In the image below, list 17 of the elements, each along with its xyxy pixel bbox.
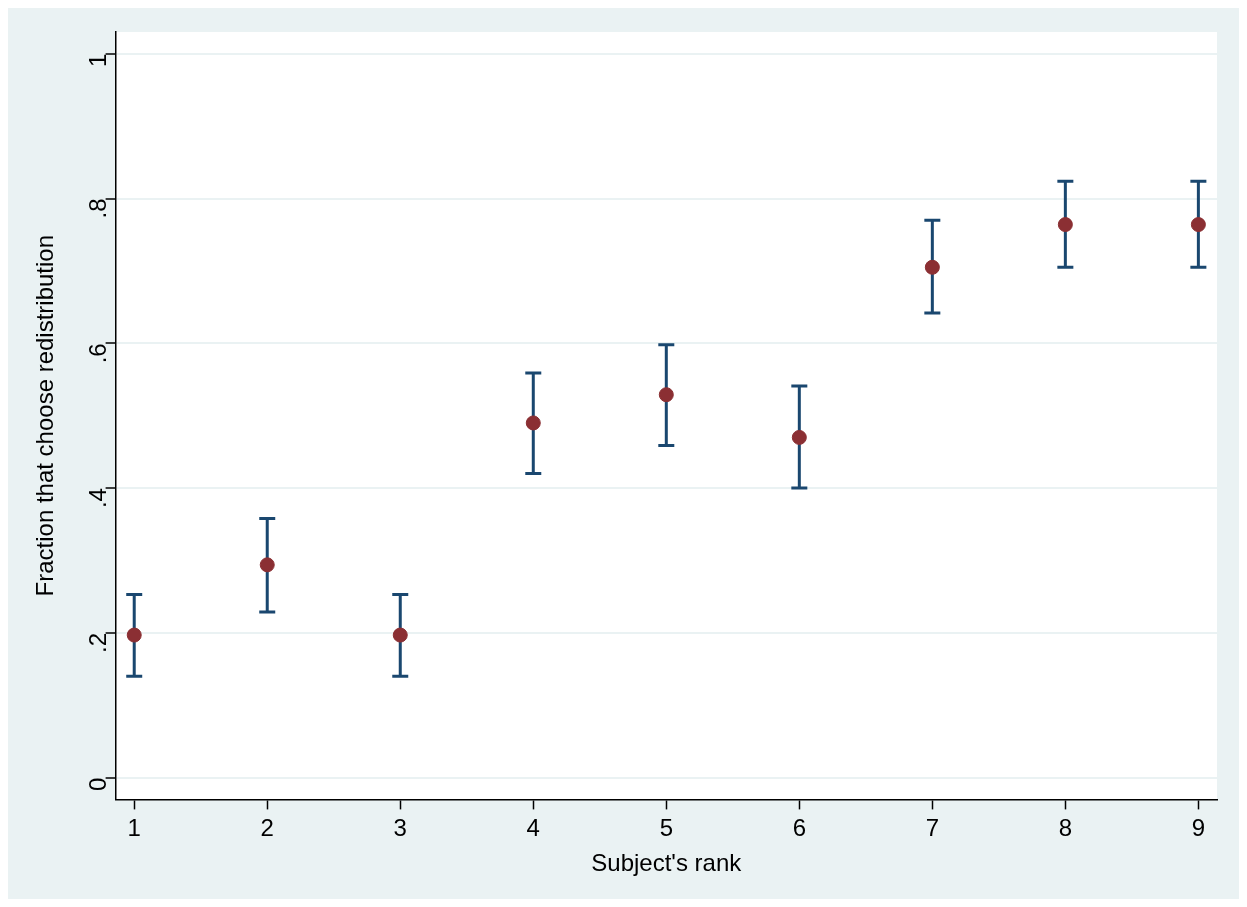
x-tick-label: 8 [1058,814,1073,842]
x-tick-label: 4 [526,814,540,842]
x-tick-label: 9 [1191,814,1206,842]
x-tick-label: 5 [659,814,673,842]
x-axis-title: Subject's rank [591,849,743,877]
y-tick-label: .2 [84,632,112,653]
y-tick-label: .6 [84,343,112,364]
x-tick-label: 1 [127,814,141,842]
x-tick-label: 7 [925,814,940,842]
y-tick-label: .4 [84,488,112,509]
y-axis-title: Fraction that choose redistribution [31,234,59,597]
y-tick-label: 0 [84,777,112,792]
y-tick-label: 1 [84,53,112,68]
x-tick-label: 2 [260,814,274,842]
x-tick-label: 3 [393,814,407,842]
y-tick-label: .8 [84,198,112,219]
x-tick-label: 6 [792,814,806,842]
